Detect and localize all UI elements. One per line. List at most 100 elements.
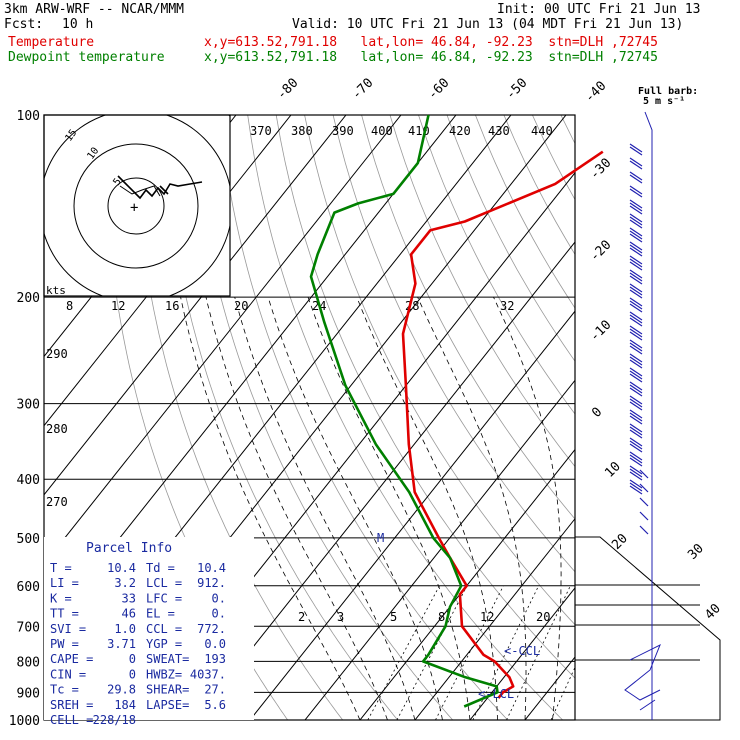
parcel-info-cell: CAPE = <box>50 652 93 666</box>
wind-barb <box>629 255 643 265</box>
parcel-info-cell: 4037. <box>190 667 226 681</box>
wind-barb <box>629 160 643 170</box>
dry-adiabat <box>475 115 575 309</box>
wind-barb <box>629 205 643 215</box>
parcel-info-cell: LCL = <box>146 576 182 590</box>
wind-barb <box>629 398 643 408</box>
parcel-info-cell: 1.0 <box>114 622 136 636</box>
wind-barb <box>629 401 643 411</box>
parcel-info-cell: 0 <box>129 667 136 681</box>
wind-barb <box>629 146 643 156</box>
wind-barb <box>629 303 643 313</box>
wind-barb <box>629 440 643 450</box>
dry-adiabat <box>275 115 575 679</box>
parcel-info-cell: LFC = <box>146 591 182 605</box>
pressure-tick-label: 900 <box>17 686 40 701</box>
dry-adiabat <box>190 115 454 720</box>
wind-barb <box>629 437 643 447</box>
dewpoint-legend: Dewpoint temperature <box>8 50 165 65</box>
wind-barb <box>629 199 643 209</box>
ccl-marker: <-CCL <box>504 644 540 658</box>
forecast-label: Fcst: <box>4 17 44 32</box>
parcel-info-cell: 3.2 <box>114 576 136 590</box>
isotherm-label: 0 <box>589 405 605 421</box>
sounding-profiles <box>309 114 604 708</box>
wind-barb <box>629 387 643 397</box>
parcel-info-title: Parcel Info <box>86 541 172 556</box>
moist-adiabat <box>267 296 443 720</box>
parcel-info-cell: 912. <box>197 576 226 590</box>
level-annotations: <-CCL <-LCL M <box>377 531 540 701</box>
parcel-info-cell: SVI = <box>50 622 86 636</box>
dry-adiabat <box>332 115 575 573</box>
parcel-info-cell: YGP = <box>146 637 182 651</box>
moist-adiabat <box>307 296 471 720</box>
wind-barb <box>629 415 643 425</box>
wind-barb <box>629 289 643 299</box>
isotherm-label: -50 <box>503 76 530 103</box>
wind-barb <box>629 202 643 212</box>
pressure-tick-label: 600 <box>17 580 40 595</box>
wind-barb <box>629 339 643 349</box>
parcel-info-cell: 33 <box>122 591 136 605</box>
parcel-info-cell: SREH = <box>50 698 93 712</box>
moist-adiabat <box>417 296 527 720</box>
wind-staff <box>644 111 653 720</box>
wind-barb <box>629 286 643 296</box>
parcel-info-cell: 10.4 <box>107 561 136 575</box>
pressure-tick-label: 1000 <box>9 714 40 729</box>
dry-adiabat <box>161 115 399 720</box>
pressure-tick-label: 300 <box>17 398 40 413</box>
isotherm <box>469 587 575 720</box>
lcl-marker: <-LCL <box>478 687 514 701</box>
mixing-ratio-line <box>367 585 440 720</box>
wind-barb <box>629 314 643 324</box>
wind-barb <box>639 525 649 535</box>
pressure-tick-label: 500 <box>17 532 40 547</box>
wind-barb <box>629 345 643 355</box>
wind-barb <box>629 272 643 282</box>
theta-label: 400 <box>371 124 393 138</box>
wind-barb <box>629 485 643 495</box>
wind-barb <box>629 395 643 405</box>
parcel-info-cell: 193 <box>204 652 226 666</box>
wind-barb <box>629 213 643 223</box>
wind-barb <box>629 157 643 167</box>
wind-barb <box>629 233 643 243</box>
mixing-ratio-label: 3 <box>337 610 344 624</box>
wind-barb <box>629 244 643 254</box>
parcel-info-cell: SWEAT= <box>146 652 189 666</box>
mixing-ratio-label: 2 <box>298 610 305 624</box>
isotherm-label: 10 <box>602 459 624 481</box>
parcel-info-cell: 184 <box>114 698 136 712</box>
isotherm <box>194 241 575 720</box>
wind-barb <box>629 457 643 467</box>
pressure-tick-label: 700 <box>17 620 40 635</box>
hodograph-speed-label: 8 <box>66 299 73 313</box>
parcel-info-cell: K = <box>50 591 72 605</box>
dry-adiabat <box>703 115 740 733</box>
forecast-hour: 10 h <box>62 17 94 32</box>
wind-barb <box>629 373 643 383</box>
wind-barb <box>629 471 643 481</box>
wind-barb <box>629 331 643 341</box>
parcel-info-panel: Parcel Info T = 10.4 Td = 10.4 LI = 3.2 LCL = 9… <box>44 537 254 727</box>
dry-adiabat <box>732 115 740 733</box>
wind-barb <box>629 367 643 377</box>
pressure-tick-label: 100 <box>17 109 40 124</box>
wind-barb <box>639 511 649 521</box>
wind-barb <box>629 356 643 366</box>
moist-adiabat <box>234 296 416 720</box>
wind-barb <box>629 426 643 436</box>
wind-barb <box>629 258 643 268</box>
isotherm <box>44 115 347 496</box>
mixing-ratio-labels: 2 3 5 8 12 20 <box>298 610 550 624</box>
hodograph-frame <box>43 114 231 297</box>
isotherm <box>249 310 575 720</box>
theta-label: 420 <box>449 124 471 138</box>
dry-adiabat <box>218 115 509 720</box>
wind-legend: Full barb: 5 m s⁻¹ <box>638 86 698 107</box>
dry-adiabat <box>675 115 740 733</box>
mixing-ratio-label: 5 <box>390 610 397 624</box>
